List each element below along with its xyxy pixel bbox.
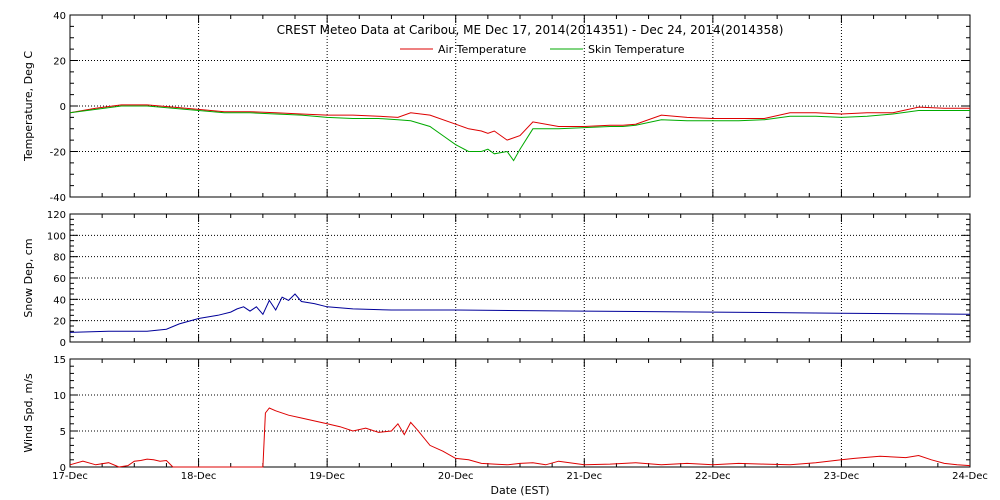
temperature-panel: 40 20 0 -20 -40 Temperature, Deg C xyxy=(22,11,971,204)
temperature-y-tick-label: 0 xyxy=(60,102,66,113)
legend: Air Temperature Skin Temperature xyxy=(400,43,685,56)
wind-speed-panel: 15 10 5 0 Wind Spd, m/s 17-Dec 18-Dec 19-Dec 20-… xyxy=(22,355,988,482)
snow-depth-y-tick-label: 80 xyxy=(53,253,66,264)
wind-speed-frame xyxy=(69,358,971,468)
x-tick-label: 20-Dec xyxy=(438,471,474,482)
temperature-y-tick-label: 20 xyxy=(53,57,66,68)
snow-depth-y-tick-label: 40 xyxy=(53,295,66,306)
x-tick-label: 24-Dec xyxy=(952,471,988,482)
wind-speed-y-axis-label: Wind Spd, m/s xyxy=(22,373,35,453)
x-tick-label: 19-Dec xyxy=(309,471,345,482)
x-tick-label: 17-Dec xyxy=(52,471,88,482)
snow-depth-y-tick-label: 60 xyxy=(53,274,66,285)
x-tick-label: 22-Dec xyxy=(695,471,731,482)
snow-depth-panel: 120 100 80 60 40 20 0 Snow Dep, cm xyxy=(22,210,971,349)
temperature-series-line-1 xyxy=(69,105,970,162)
chart-title: CREST Meteo Data at Caribou, ME Dec 17, … xyxy=(277,23,784,37)
snow-depth-y-tick-label: 120 xyxy=(47,210,66,221)
snow-depth-y-axis-label: Snow Dep, cm xyxy=(22,238,35,317)
x-tick-label: 23-Dec xyxy=(824,471,860,482)
temperature-series-line-0 xyxy=(69,104,970,141)
x-tick-label: 21-Dec xyxy=(566,471,602,482)
snow-depth-y-tick-label: 20 xyxy=(53,317,66,328)
wind-speed-y-tick-label: 5 xyxy=(60,427,66,438)
snow-depth-y-tick-label: 100 xyxy=(47,231,66,242)
wind-speed-y-tick-label: 10 xyxy=(53,391,66,402)
snow-depth-y-tick-label: 0 xyxy=(60,338,66,349)
legend-skin-label: Skin Temperature xyxy=(588,43,685,56)
temperature-y-tick-label: -20 xyxy=(50,148,66,159)
legend-air-label: Air Temperature xyxy=(438,43,527,56)
temperature-y-tick-label: 40 xyxy=(53,11,66,22)
temperature-y-axis-label: Temperature, Deg C xyxy=(22,51,35,162)
temperature-y-tick-label: -40 xyxy=(50,193,66,204)
x-axis-label: Date (EST) xyxy=(490,484,549,497)
wind-speed-series-line-0 xyxy=(69,407,971,468)
wind-speed-y-tick-label: 0 xyxy=(60,463,66,474)
snow-depth-series-line-0 xyxy=(69,293,971,333)
wind-speed-y-tick-label: 15 xyxy=(53,355,66,366)
x-tick-label: 18-Dec xyxy=(181,471,217,482)
